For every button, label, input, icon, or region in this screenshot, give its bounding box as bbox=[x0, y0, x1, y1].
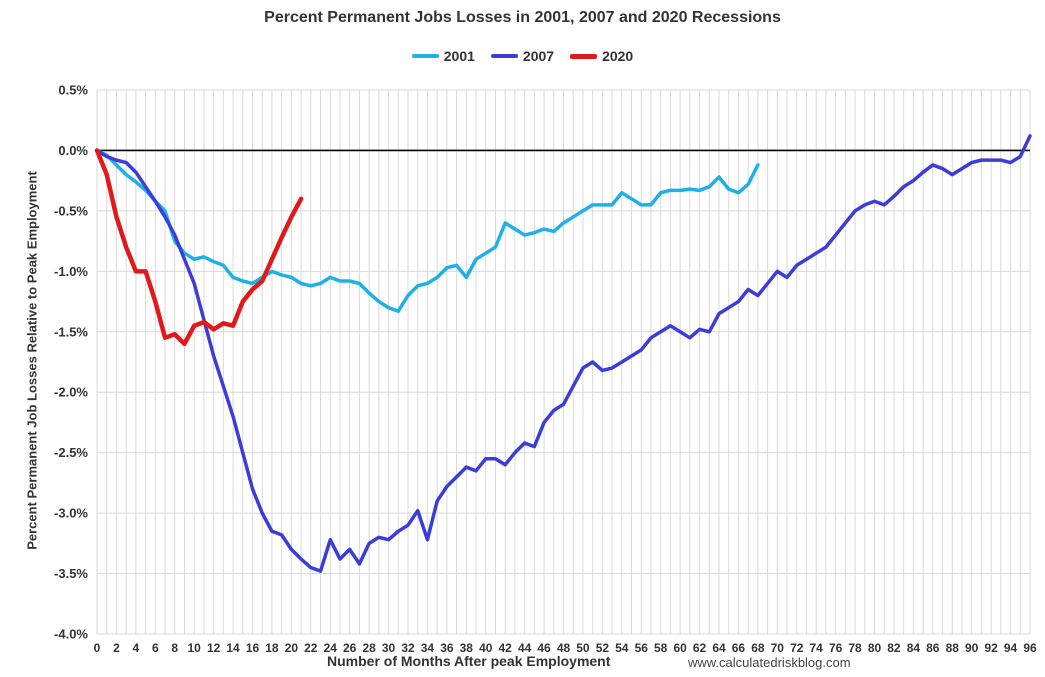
x-tick-label: 14 bbox=[226, 641, 240, 655]
x-tick-label: 92 bbox=[984, 641, 998, 655]
legend-label-2001: 2001 bbox=[443, 48, 475, 64]
x-tick-label: 18 bbox=[265, 641, 279, 655]
legend-swatch-2007 bbox=[490, 54, 518, 58]
legend-item-2001: 2001 bbox=[411, 48, 475, 64]
legend-item-2007: 2007 bbox=[490, 48, 555, 64]
x-tick-label: 32 bbox=[401, 641, 415, 655]
y-tick-label: -2.5% bbox=[54, 445, 88, 460]
x-tick-label: 58 bbox=[654, 641, 668, 655]
x-tick-label: 4 bbox=[133, 641, 140, 655]
y-tick-label: 0.5% bbox=[58, 83, 88, 98]
x-tick-label: 96 bbox=[1023, 641, 1037, 655]
x-tick-label: 28 bbox=[362, 641, 376, 655]
x-tick-label: 56 bbox=[635, 641, 649, 655]
x-tick-label: 26 bbox=[343, 641, 357, 655]
x-tick-label: 2 bbox=[113, 641, 120, 655]
x-tick-label: 76 bbox=[829, 641, 843, 655]
x-tick-label: 12 bbox=[207, 641, 221, 655]
x-tick-label: 94 bbox=[1004, 641, 1018, 655]
x-tick-label: 16 bbox=[246, 641, 260, 655]
x-tick-label: 50 bbox=[576, 641, 590, 655]
x-tick-label: 78 bbox=[848, 641, 862, 655]
y-tick-label: -4.0% bbox=[54, 627, 88, 642]
x-tick-label: 6 bbox=[152, 641, 159, 655]
x-tick-label: 42 bbox=[499, 641, 513, 655]
x-tick-label: 48 bbox=[557, 641, 571, 655]
y-tick-label: -3.5% bbox=[54, 566, 88, 581]
x-tick-label: 70 bbox=[771, 641, 785, 655]
x-tick-label: 24 bbox=[324, 641, 338, 655]
x-tick-label: 86 bbox=[926, 641, 940, 655]
x-tick-label: 72 bbox=[790, 641, 804, 655]
x-tick-label: 90 bbox=[965, 641, 979, 655]
x-tick-label: 64 bbox=[712, 641, 726, 655]
x-tick-label: 62 bbox=[693, 641, 707, 655]
x-tick-label: 68 bbox=[751, 641, 765, 655]
x-tick-label: 8 bbox=[171, 641, 178, 655]
series-line-2007 bbox=[95, 134, 1032, 573]
y-tick-label: -2.0% bbox=[54, 385, 88, 400]
y-tick-label: -0.5% bbox=[54, 203, 88, 218]
x-tick-label: 88 bbox=[946, 641, 960, 655]
x-tick-label: 54 bbox=[615, 641, 629, 655]
x-tick-label: 44 bbox=[518, 641, 532, 655]
x-tick-label: 36 bbox=[440, 641, 454, 655]
x-tick-label: 22 bbox=[304, 641, 318, 655]
x-tick-label: 80 bbox=[868, 641, 882, 655]
legend-swatch-2001 bbox=[411, 54, 439, 58]
legend-label-2020: 2020 bbox=[602, 48, 634, 64]
x-tick-label: 34 bbox=[421, 641, 435, 655]
x-tick-label: 20 bbox=[285, 641, 299, 655]
x-tick-label: 84 bbox=[907, 641, 921, 655]
legend-item-2020: 2020 bbox=[570, 48, 633, 64]
watermark-link: www.calculatedriskblog.com bbox=[688, 655, 851, 670]
legend-swatch-2020 bbox=[570, 53, 598, 59]
y-tick-label: -1.5% bbox=[54, 324, 88, 339]
x-tick-label: 10 bbox=[188, 641, 202, 655]
y-tick-label: -1.0% bbox=[54, 264, 88, 279]
y-axis-title: Percent Permanent Job Losses Relative to… bbox=[24, 171, 40, 550]
x-tick-label: 82 bbox=[887, 641, 901, 655]
x-tick-label: 0 bbox=[94, 641, 101, 655]
x-tick-label: 38 bbox=[460, 641, 474, 655]
x-tick-label: 46 bbox=[537, 641, 551, 655]
chart-title: Percent Permanent Jobs Losses in 2001, 2… bbox=[264, 9, 781, 26]
x-tick-label: 60 bbox=[673, 641, 687, 655]
legend-label-2007: 2007 bbox=[522, 48, 555, 64]
legend: 2001 2007 2020 bbox=[0, 48, 1045, 64]
x-tick-label: 74 bbox=[810, 641, 824, 655]
x-axis-title: Number of Months After peak Employment bbox=[327, 653, 611, 669]
x-tick-label: 30 bbox=[382, 641, 396, 655]
series-line-2001 bbox=[95, 148, 760, 313]
x-tick-label: 52 bbox=[596, 641, 610, 655]
x-tick-label: 66 bbox=[732, 641, 746, 655]
series-line-2020 bbox=[94, 148, 304, 347]
y-tick-label: -3.0% bbox=[54, 506, 88, 521]
x-tick-label: 40 bbox=[479, 641, 493, 655]
y-tick-label: 0.0% bbox=[58, 143, 88, 158]
